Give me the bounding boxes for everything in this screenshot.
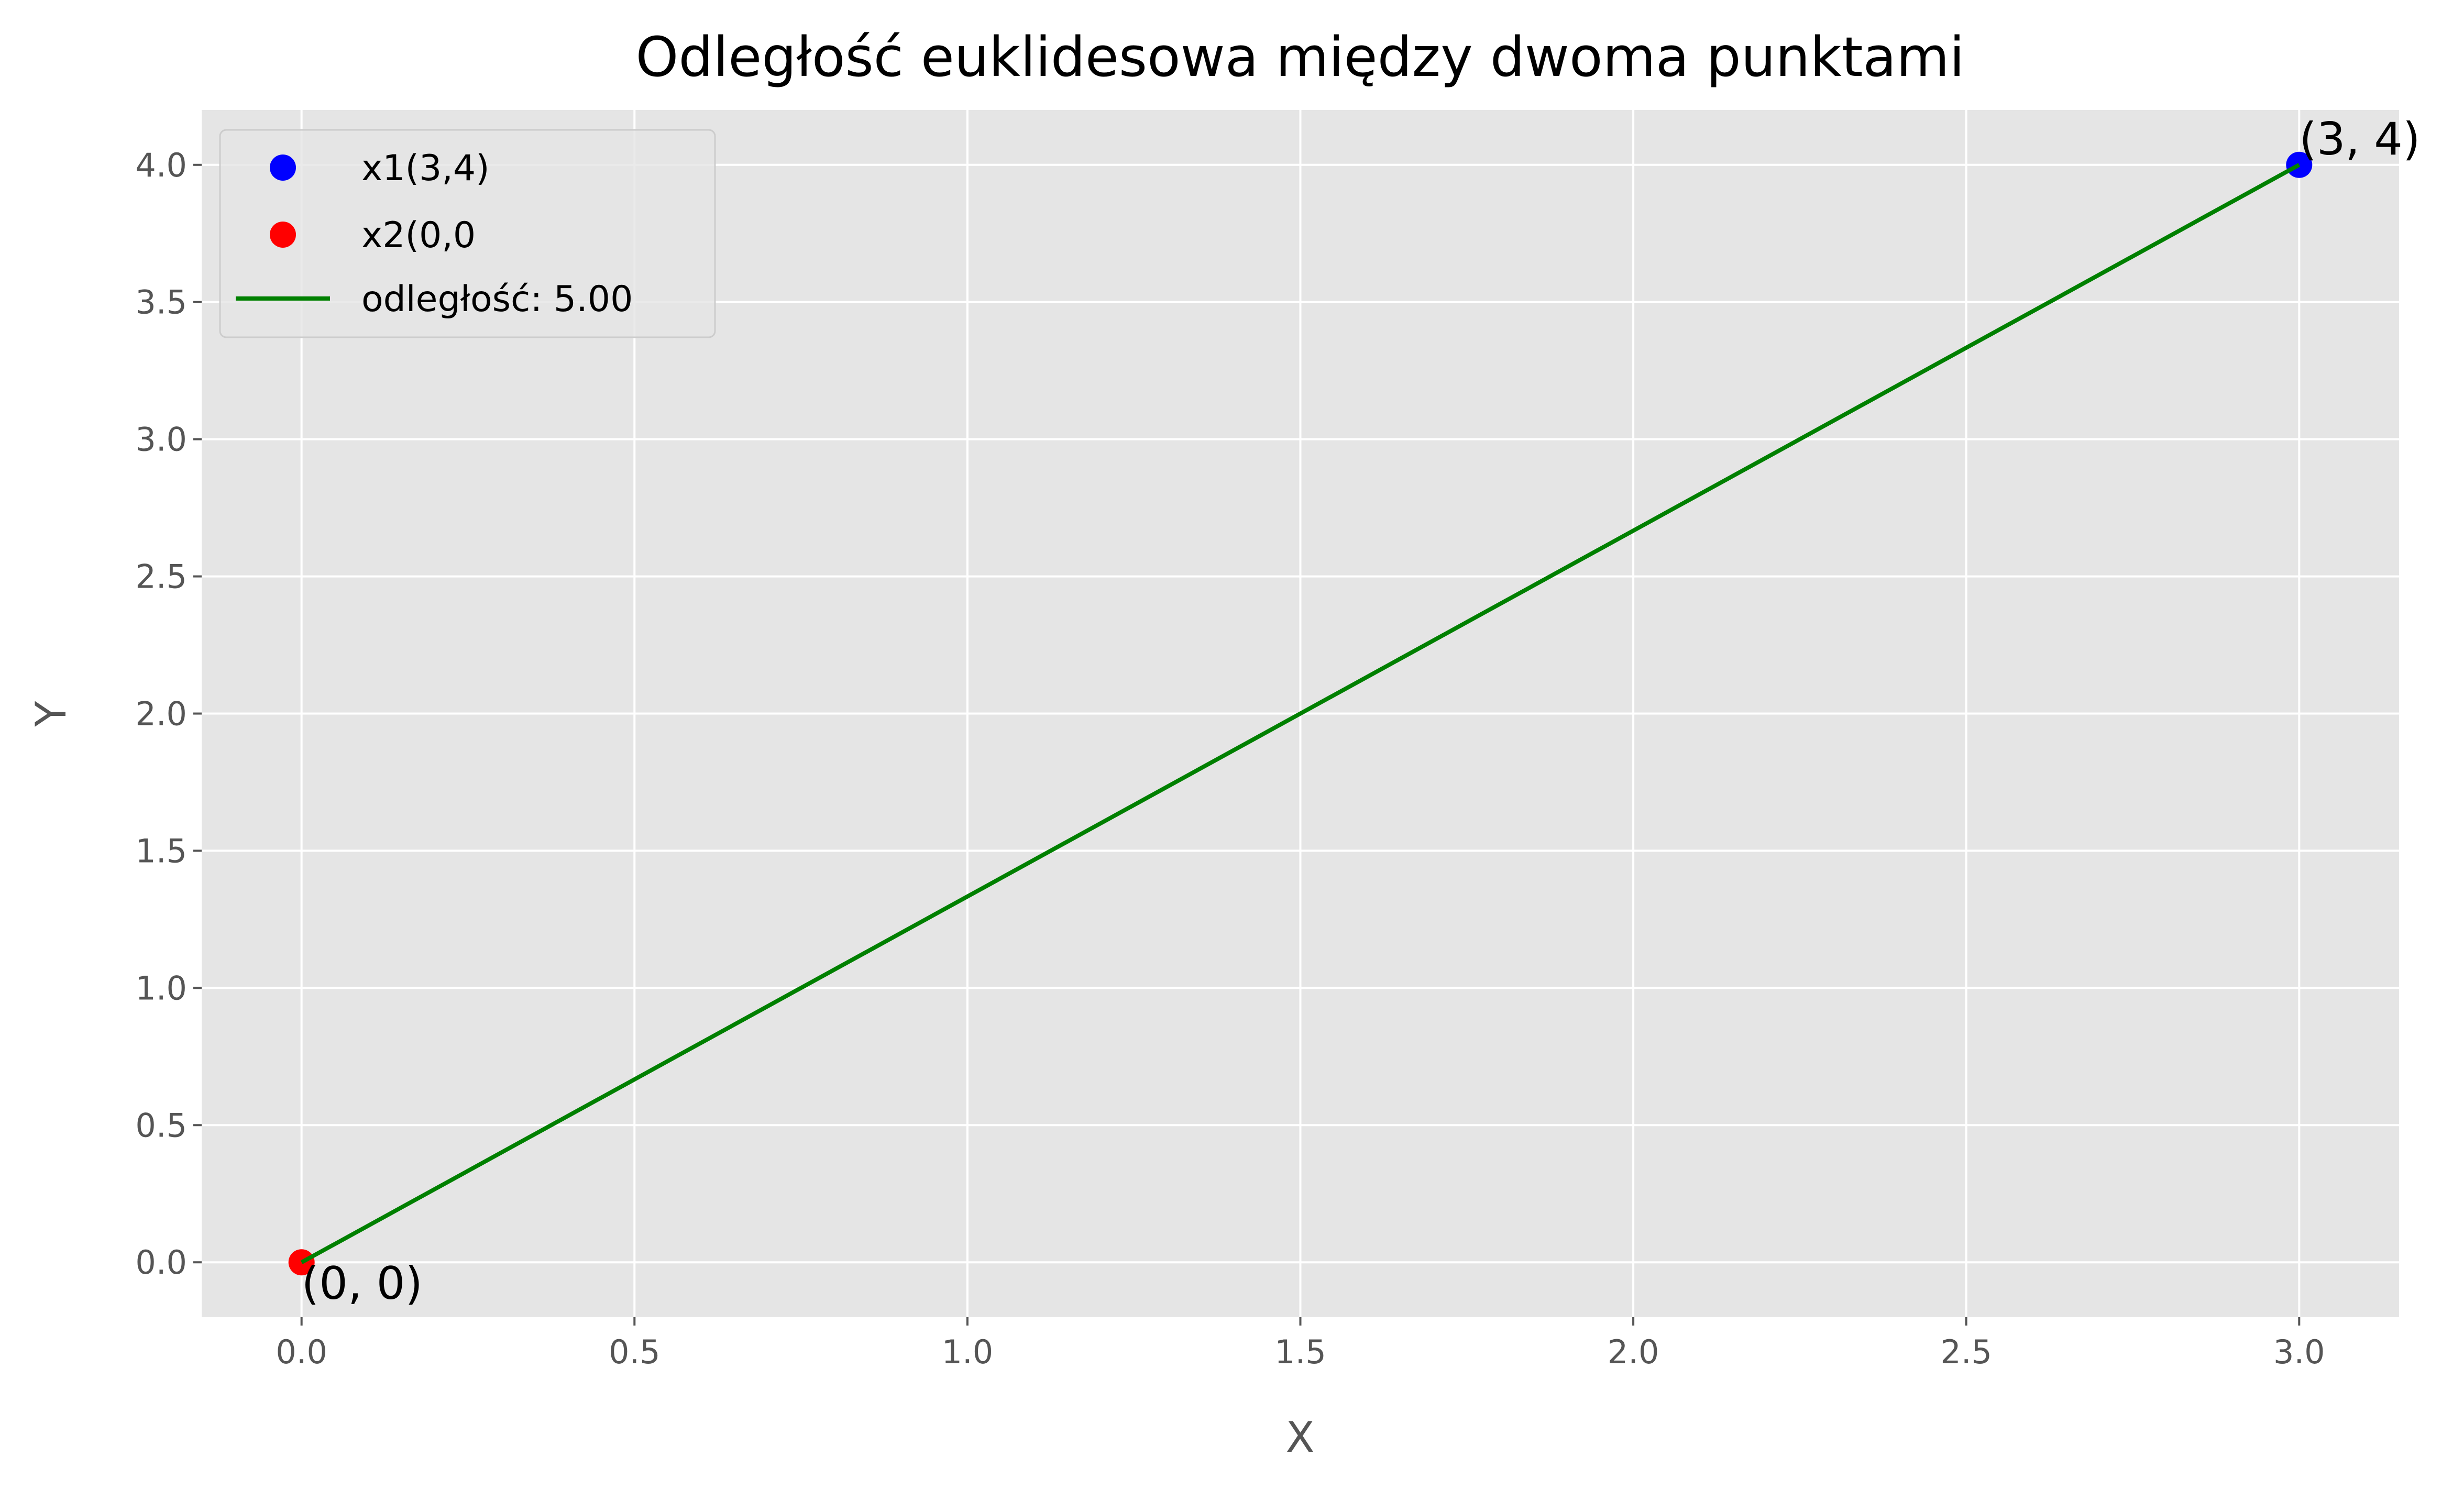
y-axis-label: Y xyxy=(27,700,75,727)
legend-label-x2: x2(0,0 xyxy=(361,215,476,256)
legend-label-x1: x1(3,4) xyxy=(361,148,490,189)
x-tick-label: 0.0 xyxy=(276,1333,327,1371)
annotations: (3, 4) (0, 0) xyxy=(302,113,2421,1310)
point-annotation: (3, 4) xyxy=(2299,113,2420,165)
legend: x1(3,4) x2(0,0 odległość: 5.00 xyxy=(219,129,716,338)
x-tick-label: 3.0 xyxy=(2273,1333,2325,1371)
x-tick-label: 1.0 xyxy=(942,1333,994,1371)
y-tick-label: 1.5 xyxy=(135,832,187,870)
legend-box xyxy=(219,129,716,338)
x-axis-label: X xyxy=(1286,1413,1315,1462)
grid-lines xyxy=(202,110,2399,1317)
y-tick-label: 4.0 xyxy=(135,146,187,184)
legend-label-distance: odległość: 5.00 xyxy=(361,279,633,320)
series-layer xyxy=(288,151,2313,1276)
y-tick-label: 0.5 xyxy=(135,1106,187,1144)
x-tick-label: 2.0 xyxy=(1608,1333,1659,1371)
distance-line xyxy=(300,163,2301,1264)
y-tick-label: 1.0 xyxy=(135,969,187,1007)
legend-marker-x1 xyxy=(270,154,296,181)
y-axis-ticks: 0.0 0.5 1.0 1.5 2.0 2.5 3.0 3.5 4.0 xyxy=(135,146,202,1282)
x-tick-label: 2.5 xyxy=(1940,1333,1992,1371)
y-tick-label: 2.0 xyxy=(135,695,187,733)
x-tick-label: 1.5 xyxy=(1274,1333,1326,1371)
y-tick-label: 3.0 xyxy=(135,421,187,459)
y-tick-label: 3.5 xyxy=(135,283,187,322)
point-annotation: (0, 0) xyxy=(302,1257,423,1310)
x-tick-label: 0.5 xyxy=(609,1333,661,1371)
chart-title: Odległość euklidesowa między dwoma punkt… xyxy=(636,25,1965,89)
y-tick-label: 2.5 xyxy=(135,558,187,596)
y-tick-label: 0.0 xyxy=(135,1243,187,1282)
legend-marker-x2 xyxy=(270,222,296,248)
x-axis-ticks: 0.0 0.5 1.0 1.5 2.0 2.5 3.0 xyxy=(276,1317,2325,1371)
